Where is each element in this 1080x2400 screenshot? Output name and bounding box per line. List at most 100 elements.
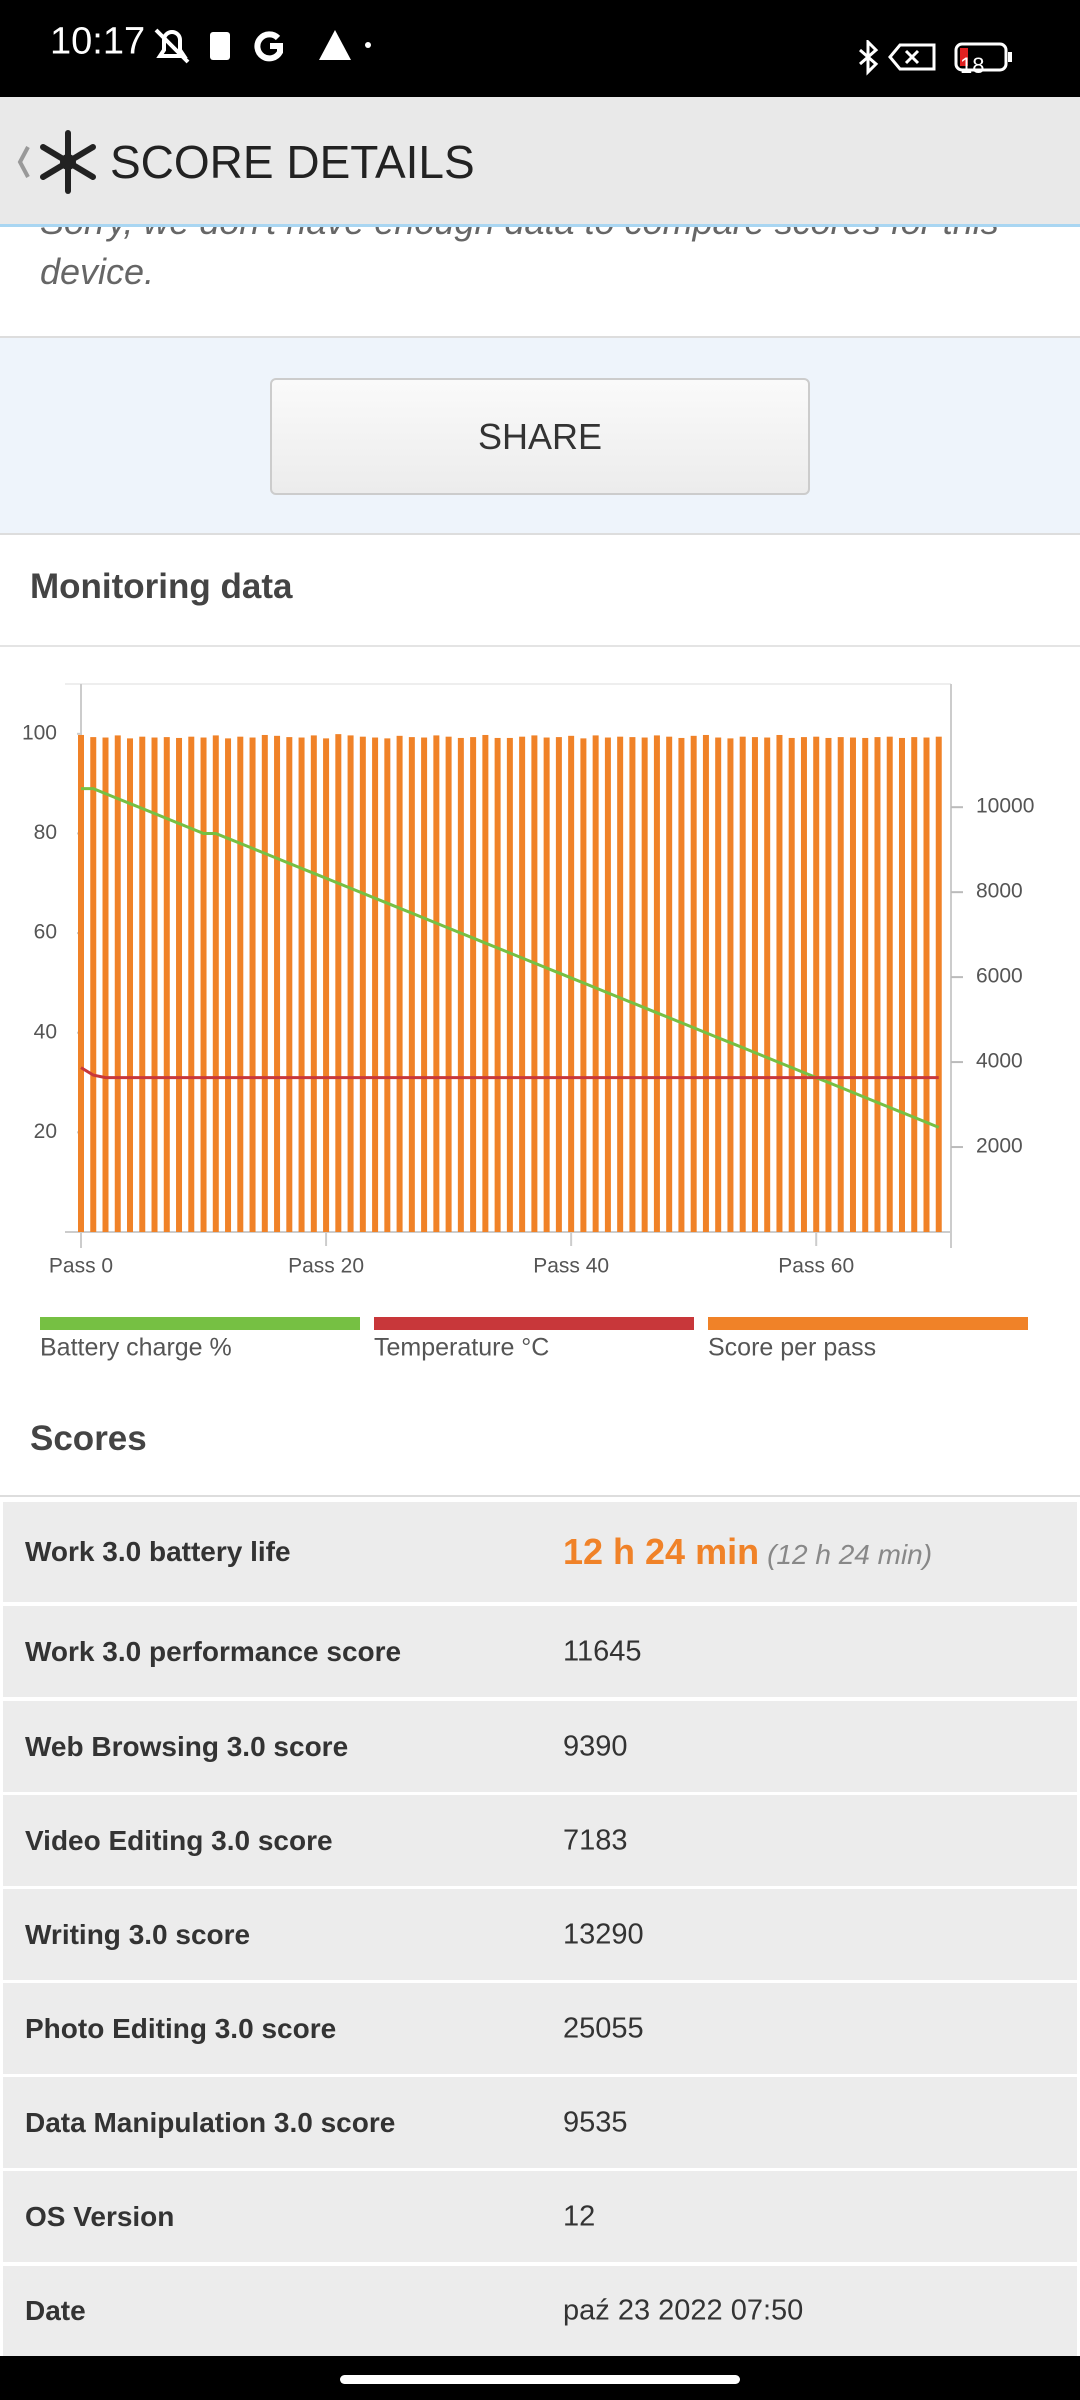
legend-label: Score per pass (708, 1333, 877, 1362)
score-value: paź 23 2022 07:50 (563, 2295, 803, 2328)
bar (200, 737, 207, 1232)
bar (764, 737, 771, 1232)
back-button[interactable] (17, 146, 30, 178)
score-value: 13290 (563, 1918, 644, 1951)
bar (776, 734, 783, 1232)
legend-label: Temperature °C (374, 1333, 550, 1362)
bar (568, 735, 575, 1232)
status-bar: 10:17 18 (0, 0, 1080, 97)
bar (163, 737, 170, 1232)
legend-swatch (40, 1317, 360, 1330)
bar (114, 735, 121, 1232)
bar (347, 735, 354, 1232)
battery-level: 18 (960, 53, 985, 78)
bar (151, 737, 158, 1232)
score-row: Work 3.0 performance score 11645 (3, 1606, 1077, 1697)
score-label: Writing 3.0 score (25, 1918, 251, 1950)
y2-tick-label: 6000 (976, 965, 1023, 988)
bar (408, 737, 415, 1232)
y2-tick-label: 2000 (976, 1135, 1023, 1158)
bar (323, 738, 330, 1232)
bar (629, 737, 636, 1232)
score-row: Writing 3.0 score 13290 (3, 1889, 1077, 1980)
bar (825, 737, 832, 1232)
score-secondary: (12 h 24 min) (767, 1539, 933, 1570)
bar (751, 737, 758, 1232)
bar (372, 737, 379, 1232)
score-label: Date (25, 2295, 86, 2326)
score-row: Data Manipulation 3.0 score 9535 (3, 2077, 1077, 2168)
score-row: Date paź 23 2022 07:50 (3, 2266, 1077, 2356)
bar (90, 737, 97, 1232)
bar (176, 737, 183, 1232)
score-label: Data Manipulation 3.0 score (25, 2106, 396, 2138)
line (80, 1066, 939, 1080)
bar (788, 737, 795, 1232)
share-button[interactable]: SHARE (270, 378, 810, 495)
x-tick-label: Pass 0 (49, 1255, 113, 1278)
bar (310, 735, 317, 1232)
score-value: 11645 (563, 1635, 642, 1668)
score-label: Web Browsing 3.0 score (25, 1730, 349, 1762)
bar (457, 737, 464, 1232)
bar (396, 735, 403, 1232)
y-tick-label: 80 (34, 821, 57, 844)
page-title: SCORE DETAILS (110, 136, 475, 188)
bar (445, 736, 452, 1232)
bar (862, 737, 869, 1232)
x-tick-label: Pass 40 (533, 1255, 609, 1278)
bar (592, 735, 599, 1232)
score-value-text: 9535 (563, 2106, 628, 2138)
bar (286, 737, 293, 1232)
bar (237, 736, 244, 1232)
legend-swatch (374, 1317, 694, 1330)
y2-tick-label: 4000 (976, 1050, 1023, 1073)
bar (641, 737, 648, 1232)
bar (249, 737, 256, 1232)
score-value: 7183 (563, 1824, 628, 1857)
bar (274, 735, 281, 1232)
bar (923, 737, 930, 1232)
bar (653, 735, 660, 1232)
y-tick-label: 100 (22, 721, 57, 744)
y-tick-label: 60 (34, 921, 57, 944)
bar (78, 734, 84, 1232)
back-icon (17, 130, 96, 194)
score-value-text: 12 h 24 min (563, 1531, 760, 1572)
score-label: Video Editing 3.0 score (25, 1824, 333, 1856)
bar (335, 734, 342, 1232)
bar (433, 735, 440, 1232)
y2-tick-label: 8000 (976, 880, 1023, 903)
bar (482, 734, 489, 1232)
legend-label: Battery charge % (40, 1333, 232, 1362)
section-title: Scores (30, 1419, 147, 1458)
score-row: OS Version 12 (3, 2171, 1077, 2262)
bar (837, 737, 844, 1232)
bar (715, 737, 722, 1232)
x-tick-label: Pass 60 (778, 1255, 854, 1278)
clock: 10:17 (50, 20, 146, 63)
bar (506, 737, 513, 1232)
bar (298, 737, 305, 1232)
score-label: OS Version (25, 2200, 175, 2232)
bar (898, 737, 905, 1232)
bar (849, 737, 856, 1232)
message: Sorry, we don't have enough data to comp… (40, 227, 999, 292)
bar (531, 735, 538, 1232)
score-value: 12 (563, 2200, 595, 2233)
bar (421, 737, 428, 1232)
score-row: Web Browsing 3.0 score 9390 (3, 1701, 1077, 1792)
bar (604, 737, 611, 1232)
bar (874, 737, 881, 1232)
divider (0, 645, 1080, 647)
bar (543, 737, 550, 1232)
bar (261, 734, 268, 1232)
score-value-text: 25055 (563, 2012, 644, 2044)
bar (813, 736, 820, 1232)
score-value: 9390 (563, 1730, 628, 1763)
divider (0, 1495, 1080, 1497)
section-title: Monitoring data (30, 567, 293, 606)
bar (739, 736, 746, 1232)
bar (690, 735, 697, 1232)
line (81, 787, 940, 1129)
